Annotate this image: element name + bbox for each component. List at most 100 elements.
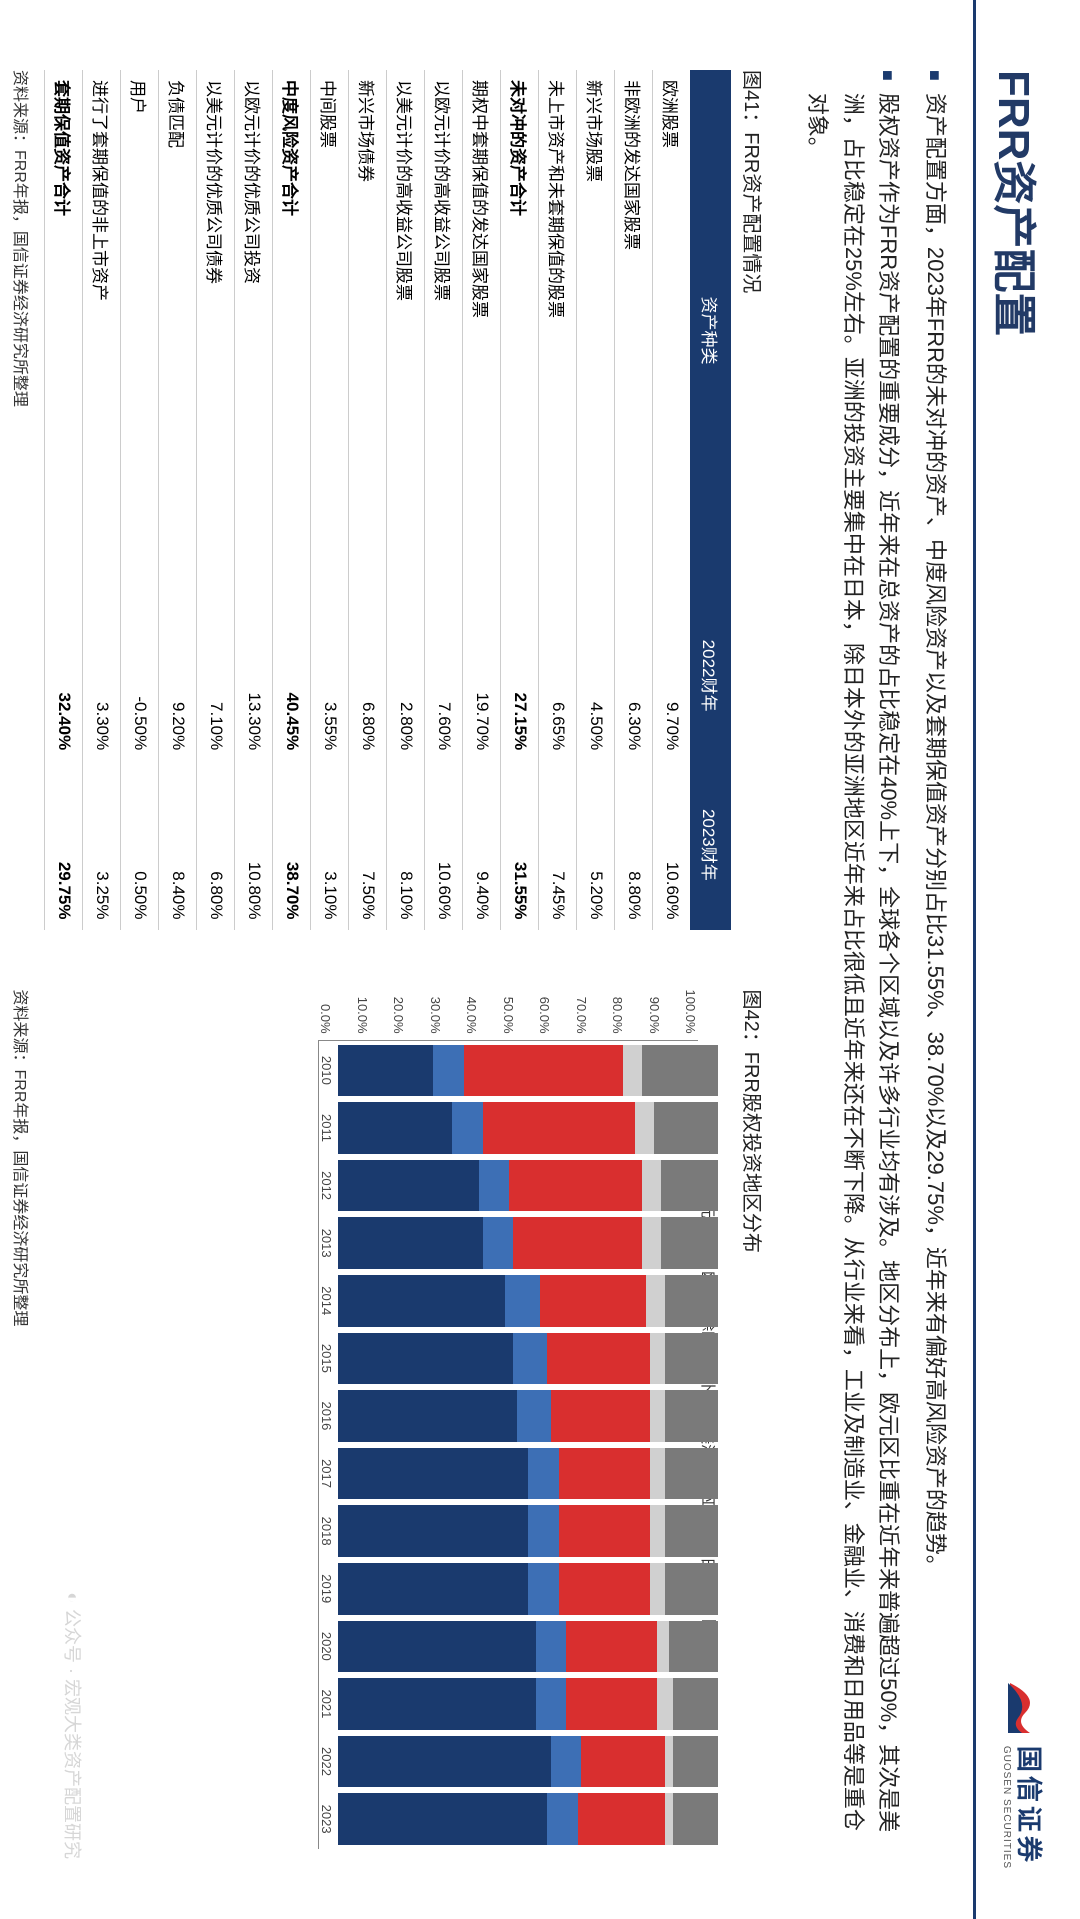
bar-segment <box>578 1793 665 1845</box>
x-axis-label: 2011 <box>319 1114 334 1142</box>
watermark: ◐ 公众号 · 宏观大类资产配置研究 <box>60 1592 86 1859</box>
table-row: 未对冲的资产合计27.15%31.55% <box>501 70 539 930</box>
x-axis-label: 2021 <box>319 1689 334 1718</box>
table-row: 中间股票3.55%3.10% <box>311 70 349 930</box>
bar-segment <box>665 1275 718 1327</box>
x-axis-label: 2014 <box>319 1286 334 1315</box>
bar-segment <box>540 1275 646 1327</box>
bar-segment <box>338 1217 482 1269</box>
table-source: 资料来源：FRR年报，国信证券经济研究所整理 <box>10 70 34 930</box>
chart-title: 图42：FRR股权投资地区分布 <box>739 990 768 1850</box>
bar-column: 2022 <box>319 1736 718 1788</box>
brand-name-cn: 国信证券 <box>1012 1746 1049 1869</box>
table-row: 非欧洲的发达国家股票6.30%8.80% <box>615 70 653 930</box>
bar-segment <box>528 1505 558 1557</box>
bar-segment <box>665 1563 718 1615</box>
bullet-item: 资产配置方面，2023年FRR的未对冲的资产、中度风险资产以及套期保值资产分别占… <box>918 70 953 1849</box>
table-row: 未上市资产和未套期保值的股票6.65%7.45% <box>539 70 577 930</box>
bar-segment <box>479 1160 509 1212</box>
bar-column: 2010 <box>319 1045 718 1097</box>
bar-segment <box>566 1678 657 1730</box>
bar-column: 2021 <box>319 1678 718 1730</box>
table-header-row: 资产种类2022财年2023财年 <box>690 70 731 930</box>
x-axis-label: 2019 <box>319 1574 334 1603</box>
bar-segment <box>509 1160 642 1212</box>
bar-segment <box>581 1736 665 1788</box>
table-header-cell: 2022财年 <box>690 591 731 760</box>
table-row: 以美元计价的高收益公司股票2.80%8.10% <box>387 70 425 930</box>
bar-column: 2018 <box>319 1505 718 1557</box>
bar-column: 2019 <box>319 1563 718 1615</box>
x-axis-label: 2013 <box>319 1229 334 1258</box>
bar-segment <box>528 1448 558 1500</box>
table-row: 新兴市场股票4.50%5.20% <box>577 70 615 930</box>
x-axis-label: 2022 <box>319 1747 334 1776</box>
bar-segment <box>483 1217 513 1269</box>
table-row: 进行了套期保值的非上市资产3.30%3.25% <box>83 70 121 930</box>
bar-segment <box>338 1678 536 1730</box>
table-row: 欧洲股票9.70%10.60% <box>653 70 691 930</box>
chart-bars: 2010201120122013201420152016201720182019… <box>318 1040 698 1849</box>
bar-column: 2015 <box>319 1333 718 1385</box>
bar-segment <box>464 1045 624 1097</box>
bar-segment <box>665 1736 673 1788</box>
bar-segment <box>650 1505 665 1557</box>
bar-segment <box>654 1102 719 1154</box>
bar-segment <box>338 1102 452 1154</box>
table-title: 图41：FRR资产配置情况 <box>739 70 768 930</box>
allocation-table-panel: 图41：FRR资产配置情况 资产种类2022财年2023财年 欧洲股票9.70%… <box>10 70 768 930</box>
bar-segment <box>483 1102 635 1154</box>
bar-segment <box>669 1621 718 1673</box>
bullet-item: 股权资产作为FRR资产配置的重要成分，近年来在总资产的占比稳定在40%上下，全球… <box>800 70 906 1849</box>
table-header-cell: 资产种类 <box>690 70 731 591</box>
table-row: 新兴市场债券6.80%7.50% <box>349 70 387 930</box>
bullet-list: 资产配置方面，2023年FRR的未对冲的资产、中度风险资产以及套期保值资产分别占… <box>788 70 953 1849</box>
bar-segment <box>338 1448 528 1500</box>
table-row: 负债匹配9.20%8.40% <box>159 70 197 930</box>
table-row: 套期保值资产合计32.40%29.75% <box>45 70 83 930</box>
page-title: FRR资产配置 <box>986 70 1050 1678</box>
bar-segment <box>646 1275 665 1327</box>
wechat-icon: ◐ <box>63 1592 84 1603</box>
bar-segment <box>338 1045 433 1097</box>
bar-segment <box>338 1160 479 1212</box>
bar-segment <box>657 1678 672 1730</box>
region-chart-panel: 图42：FRR股权投资地区分布 欧元区欧洲：除欧元区外美洲亚洲：除日本外日本 0… <box>10 990 768 1850</box>
bar-segment <box>642 1217 661 1269</box>
bar-segment <box>338 1390 517 1442</box>
bar-segment <box>338 1275 505 1327</box>
table-header-cell: 2023财年 <box>690 760 731 929</box>
bar-segment <box>650 1448 665 1500</box>
x-axis-label: 2016 <box>319 1401 334 1430</box>
brand-logo: 国信证券 GUOSEN SECURITIES <box>1000 1678 1050 1869</box>
bar-segment <box>566 1621 657 1673</box>
bar-segment <box>547 1333 650 1385</box>
bar-segment <box>665 1333 718 1385</box>
table-row: 以美元计价的优质公司债券7.10%6.80% <box>197 70 235 930</box>
bar-segment <box>661 1160 718 1212</box>
table-row: 以欧元计价的优质公司投资13.30%10.80% <box>235 70 273 930</box>
bar-segment <box>338 1793 547 1845</box>
allocation-table: 资产种类2022财年2023财年 欧洲股票9.70%10.60%非欧洲的发达国家… <box>44 70 731 930</box>
bar-segment <box>642 1160 661 1212</box>
bar-column: 2016 <box>319 1390 718 1442</box>
x-axis-label: 2012 <box>319 1171 334 1200</box>
bar-column: 2020 <box>319 1621 718 1673</box>
bar-segment <box>650 1563 665 1615</box>
bar-segment <box>338 1736 551 1788</box>
bar-segment <box>551 1736 581 1788</box>
slide-header: FRR资产配置 国信证券 GUOSEN SECURITIES <box>973 0 1080 1919</box>
bar-segment <box>338 1621 536 1673</box>
bar-segment <box>673 1736 719 1788</box>
bar-column: 2017 <box>319 1448 718 1500</box>
bar-segment <box>661 1217 718 1269</box>
bar-segment <box>665 1793 673 1845</box>
bar-segment <box>452 1102 482 1154</box>
bar-segment <box>665 1390 718 1442</box>
bar-segment <box>338 1505 528 1557</box>
bar-segment <box>673 1793 719 1845</box>
bar-segment <box>547 1793 577 1845</box>
x-axis-label: 2023 <box>319 1805 334 1834</box>
bar-column: 2013 <box>319 1217 718 1269</box>
bar-segment <box>551 1390 650 1442</box>
